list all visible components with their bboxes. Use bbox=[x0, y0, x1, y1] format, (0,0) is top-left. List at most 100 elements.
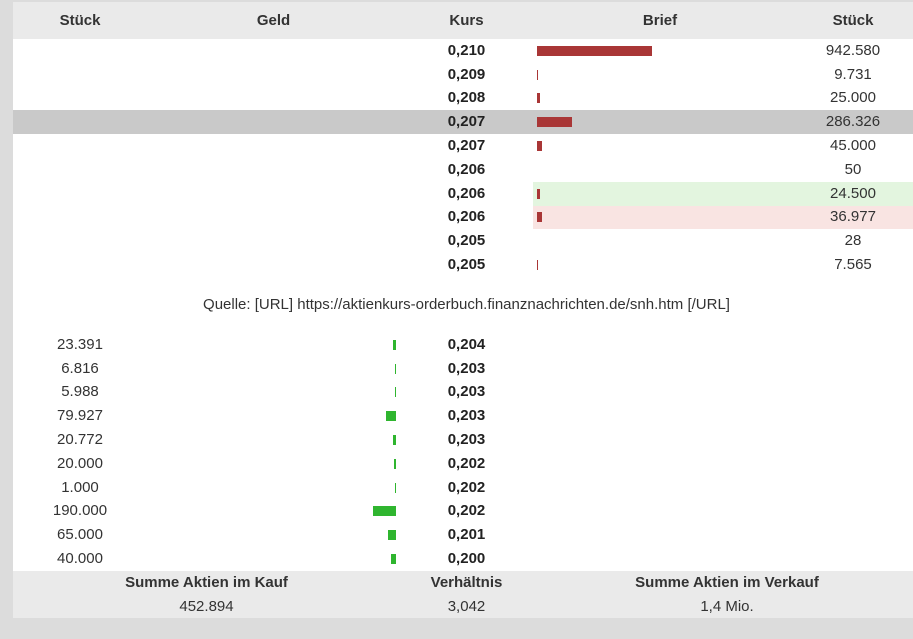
bid-volume: 79.927 bbox=[57, 407, 103, 425]
bid-bar-cell bbox=[147, 381, 400, 405]
empty-cell bbox=[13, 206, 147, 230]
summary-buy-label: Summe Aktien im Kauf bbox=[125, 574, 288, 592]
bid-bar-cell bbox=[147, 523, 400, 547]
bid-price: 0,200 bbox=[447, 550, 486, 568]
ask-price: 0,207 bbox=[447, 137, 486, 155]
bid-price: 0,203 bbox=[447, 431, 486, 449]
ask-volume-bar bbox=[537, 141, 542, 152]
ask-volume-bar bbox=[537, 93, 540, 104]
bid-row: 23.391 0,204 bbox=[13, 333, 913, 357]
bid-row: 79.927 0,203 bbox=[13, 404, 913, 428]
ask-volume: 50 bbox=[844, 160, 862, 178]
empty-cell bbox=[787, 500, 913, 524]
bid-row: 6.816 0,203 bbox=[13, 357, 913, 381]
bid-volume-bar bbox=[395, 363, 396, 374]
empty-cell bbox=[147, 134, 400, 158]
ask-bar-cell bbox=[533, 253, 787, 277]
empty-cell bbox=[147, 63, 400, 87]
ask-row: 0,209 9.731 bbox=[13, 63, 913, 87]
ask-row: 0,210 942.580 bbox=[13, 39, 913, 63]
orderbook-table: Stück Geld Kurs Brief Stück 0,210 942.58… bbox=[13, 2, 913, 618]
empty-cell bbox=[147, 206, 400, 230]
empty-cell bbox=[147, 158, 400, 182]
bid-bar-cell bbox=[147, 333, 400, 357]
ask-volume-bar bbox=[537, 260, 538, 271]
bid-row: 20.000 0,202 bbox=[13, 452, 913, 476]
bid-price: 0,202 bbox=[447, 454, 486, 472]
ask-bar-cell bbox=[533, 229, 787, 253]
summary-ratio-label: Verhältnis bbox=[430, 574, 503, 592]
ask-volume-bar bbox=[537, 188, 540, 199]
bid-row: 1.000 0,202 bbox=[13, 476, 913, 500]
bid-row: 20.772 0,203 bbox=[13, 428, 913, 452]
bid-volume: 65.000 bbox=[57, 526, 103, 544]
bid-volume: 20.772 bbox=[57, 431, 103, 449]
ask-row: 0,208 25.000 bbox=[13, 87, 913, 111]
ask-bar-cell bbox=[533, 134, 787, 158]
header-bid: Geld bbox=[256, 11, 291, 29]
summary-labels: Summe Aktien im Kauf Verhältnis Summe Ak… bbox=[13, 571, 913, 595]
bid-volume: 23.391 bbox=[57, 335, 103, 353]
ask-volume: 286.326 bbox=[825, 113, 881, 131]
empty-cell bbox=[533, 404, 787, 428]
ask-price: 0,205 bbox=[447, 256, 486, 274]
ask-bar-cell bbox=[533, 110, 787, 134]
summary-ratio-value: 3,042 bbox=[447, 597, 486, 615]
source-note: Quelle: [URL] https://aktienkurs-orderbu… bbox=[203, 296, 730, 314]
empty-cell bbox=[787, 523, 913, 547]
ask-volume: 36.977 bbox=[787, 205, 913, 230]
empty-cell bbox=[787, 404, 913, 428]
ask-bar-cell bbox=[533, 158, 787, 182]
header-bid-volume: Stück bbox=[59, 11, 101, 29]
bid-volume-bar bbox=[393, 339, 396, 350]
ask-volume: 24.500 bbox=[787, 181, 913, 206]
bid-price: 0,204 bbox=[447, 335, 486, 353]
ask-volume: 28 bbox=[844, 232, 862, 250]
empty-cell bbox=[533, 357, 787, 381]
ask-price: 0,208 bbox=[447, 89, 486, 107]
empty-cell bbox=[533, 547, 787, 571]
ask-volume: 9.731 bbox=[834, 65, 872, 83]
ask-bar-cell bbox=[533, 181, 787, 206]
empty-cell bbox=[13, 158, 147, 182]
empty-cell bbox=[787, 452, 913, 476]
bid-volume-bar bbox=[394, 458, 396, 469]
empty-cell bbox=[533, 500, 787, 524]
ask-volume: 7.565 bbox=[834, 256, 872, 274]
ask-volume: 45.000 bbox=[830, 137, 876, 155]
bid-bar-cell bbox=[147, 428, 400, 452]
ask-volume-bar bbox=[537, 212, 542, 223]
empty-cell bbox=[787, 547, 913, 571]
bid-volume: 6.816 bbox=[61, 359, 99, 377]
empty-cell bbox=[13, 253, 147, 277]
ask-row: 0,207 286.326 bbox=[13, 110, 913, 135]
bid-volume: 1.000 bbox=[61, 478, 99, 496]
empty-cell bbox=[787, 381, 913, 405]
empty-cell bbox=[13, 134, 147, 158]
ask-price: 0,205 bbox=[447, 232, 486, 250]
bid-row: 40.000 0,200 bbox=[13, 547, 913, 571]
bid-price: 0,202 bbox=[447, 502, 486, 520]
empty-cell bbox=[787, 476, 913, 500]
header-price: Kurs bbox=[449, 11, 484, 29]
bid-volume-bar bbox=[391, 554, 396, 565]
bid-volume-bar bbox=[393, 435, 396, 446]
bid-volume: 20.000 bbox=[57, 454, 103, 472]
bid-price: 0,202 bbox=[447, 478, 486, 496]
bid-volume-bar bbox=[395, 482, 396, 493]
ask-volume: 25.000 bbox=[830, 89, 876, 107]
ask-row: 0,206 36.977 bbox=[13, 205, 913, 230]
empty-cell bbox=[147, 110, 400, 134]
ask-price: 0,206 bbox=[447, 208, 486, 226]
summary-values: 452.894 3,042 1,4 Mio. bbox=[13, 594, 913, 618]
empty-cell bbox=[147, 229, 400, 253]
empty-cell bbox=[13, 63, 147, 87]
orderbook-summary: Summe Aktien im Kauf Verhältnis Summe Ak… bbox=[13, 570, 913, 618]
empty-cell bbox=[13, 229, 147, 253]
summary-sell-label: Summe Aktien im Verkauf bbox=[635, 574, 819, 592]
empty-cell bbox=[533, 428, 787, 452]
empty-cell bbox=[787, 428, 913, 452]
bid-bar-cell bbox=[147, 476, 400, 500]
ask-price: 0,206 bbox=[447, 160, 486, 178]
bid-bar-cell bbox=[147, 404, 400, 428]
